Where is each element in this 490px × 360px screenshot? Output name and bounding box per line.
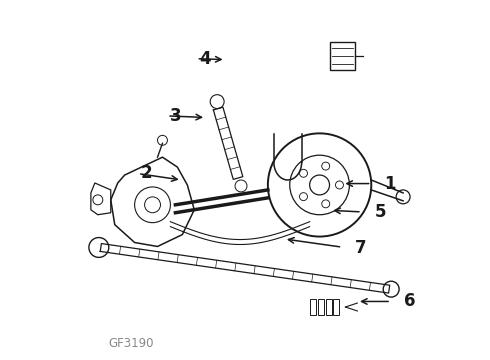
Text: 2: 2 [141, 164, 152, 182]
Bar [325, 299, 332, 315]
Bar [318, 299, 323, 315]
Text: 5: 5 [375, 203, 386, 221]
Text: 4: 4 [199, 50, 211, 68]
Text: 6: 6 [404, 292, 416, 310]
Text: GF3190: GF3190 [108, 337, 153, 350]
Text: 3: 3 [170, 107, 182, 125]
Bar [310, 299, 316, 315]
Bar [334, 299, 340, 315]
Text: 7: 7 [355, 239, 367, 257]
Bar [329, 42, 355, 70]
Text: 1: 1 [385, 175, 396, 193]
